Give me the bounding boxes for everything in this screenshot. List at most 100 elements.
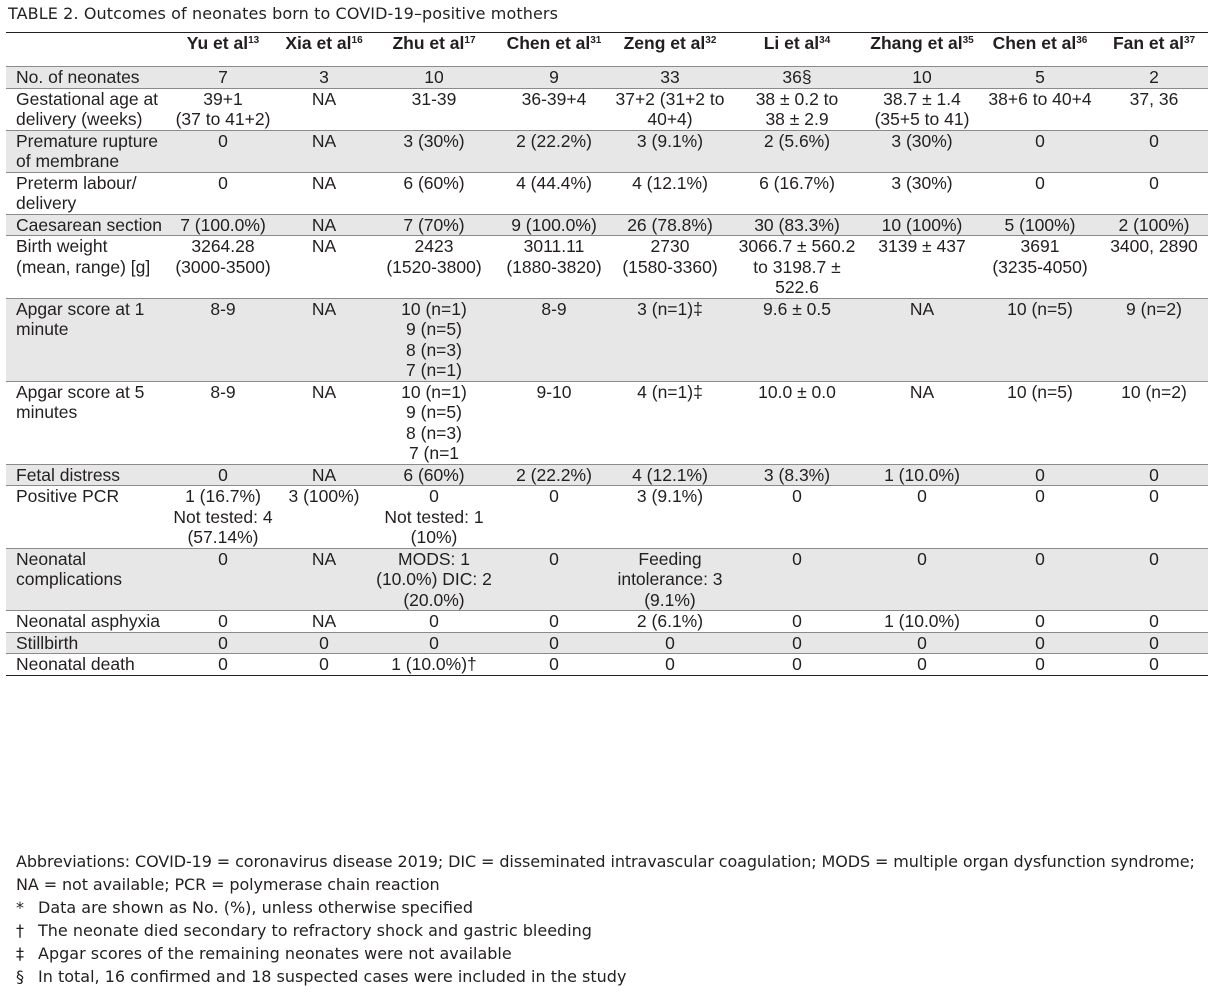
reference-number: 31 (590, 35, 602, 46)
table-cell: 0 (1100, 130, 1208, 172)
table-cell: 0 (864, 632, 980, 654)
reference-number: 32 (705, 35, 717, 46)
table-cell: 26 (78.8%) (610, 214, 730, 236)
table-row: Caesarean section 7 (100.0%) NA 7 (70%) 9 (1… (6, 214, 1208, 236)
table-cell: 0 (370, 632, 498, 654)
row-label: Neonatal complications (6, 548, 168, 611)
table-cell: 1 (10.0%)† (391, 654, 477, 674)
header-cell-study: Zhu et al17 (370, 32, 498, 67)
table-cell: 4 (12.1%) (610, 464, 730, 486)
table-cell: 3 (278, 66, 370, 88)
table-cell: 0 (168, 632, 278, 654)
header-label: Zeng et al (623, 33, 706, 53)
table-cell: 0 (792, 611, 802, 631)
table-row: Fetal distress 0 NA 6 (60%) 2 (22.2%) 4 (12.1… (6, 464, 1208, 486)
table-cell: 30 (83.3%) (730, 214, 864, 236)
table-cell: 0 (549, 654, 559, 674)
table-cell: 2 (5.6%) (730, 130, 864, 172)
table-body: No. of neonates 7 3 10 9 33 36§ 10 5 2 Gestational… (6, 66, 1208, 675)
reference-number: 17 (464, 35, 476, 46)
table-cell: 1 (16.7%) Not tested: 4 (57.14%) (173, 486, 273, 547)
footnote: ‡ Apgar scores of the remaining neonates … (16, 942, 1206, 965)
table-cell: 0 (730, 548, 864, 611)
table-row: Preterm labour/ delivery 0 NA 6 (60%) 4 (44.… (6, 172, 1208, 214)
reference-number: 34 (819, 35, 831, 46)
table-cell: 0 (168, 464, 278, 486)
footnote-text: In total, 16 confirmed and 18 suspected … (38, 967, 627, 986)
table-cell: 6 (16.7%) (759, 172, 835, 193)
table-cell: 0 (917, 654, 927, 674)
table-title: TABLE 2. Outcomes of neonates born to CO… (8, 4, 559, 23)
table-cell: NA (278, 548, 370, 611)
table-footnotes: Abbreviations: COVID-19 = coronavirus di… (16, 850, 1206, 988)
table-cell: 6 (60%) (370, 464, 498, 486)
header-cell-study: Fan et al37 (1100, 32, 1208, 67)
table-cell: 2 (22.2%) (498, 130, 610, 172)
row-label: Positive PCR (16, 486, 120, 506)
table-cell: 3 (30%) (891, 172, 953, 193)
table-cell: 0 (319, 654, 329, 674)
table-cell: NA (311, 611, 337, 631)
table-cell: MODS: 1 (10.0%) DIC: 2 (20.0%) (370, 548, 498, 611)
table-cell: 37, 36 (1129, 88, 1179, 109)
footnote: † The neonate died secondary to refractor… (16, 919, 1206, 942)
table-cell: NA (278, 130, 370, 172)
footnote-text: The neonate died secondary to refractory… (38, 921, 592, 940)
table-cell: 10 (n=1) 9 (n=5) 8 (n=3) 7 (n=1) (370, 298, 498, 381)
table-cell: NA (278, 298, 370, 381)
table-cell: 0 (730, 632, 864, 654)
row-label: Neonatal death (16, 654, 135, 674)
table-cell: 8-9 (168, 298, 278, 381)
table-cell: NA (864, 298, 980, 381)
header-label: Chen et al (506, 33, 591, 53)
table-cell: 0 (1100, 464, 1208, 486)
table-cell: 0 (980, 632, 1100, 654)
table-cell: 4 (n=1)‡ (637, 381, 703, 402)
row-label: Stillbirth (6, 632, 168, 654)
row-label: Apgar score at 1 minute (6, 298, 168, 381)
table-cell: 0 (665, 654, 675, 674)
table-cell: 38 ± 0.2 to 38 ± 2.9 (755, 88, 839, 130)
table-row: No. of neonates 7 3 10 9 33 36§ 10 5 2 (6, 66, 1208, 88)
table-cell: 3691 (3235-4050) (992, 236, 1088, 277)
table-cell: 8-9 (498, 298, 610, 381)
table-cell: NA (311, 381, 337, 402)
row-label: Caesarean section (6, 214, 168, 236)
header-cell-study: Li et al34 (730, 32, 864, 67)
outcomes-table: Yu et al13 Xia et al16 Zhu et al17 Chen et … (6, 32, 1208, 676)
table-cell: 10 (n=1) 9 (n=5) 8 (n=3) 7 (n=1 (401, 381, 467, 464)
table-cell: 0 (1100, 632, 1208, 654)
table-cell: 0 (168, 130, 278, 172)
table-row: Positive PCR 1 (16.7%) Not tested: 4 (57.… (6, 485, 1208, 549)
table-cell: 3264.28 (3000-3500) (175, 236, 271, 277)
table-cell: 0 (218, 654, 228, 674)
table-cell: 0 (1149, 486, 1159, 506)
header-label: Zhang et al (870, 33, 963, 53)
table-row: Apgar score at 5 minutes 8-9 NA 10 (n=1) 9 … (6, 381, 1208, 464)
footnote-text: Apgar scores of the remaining neonates w… (38, 944, 512, 963)
table-row: Birth weight (mean, range) [g] 3264.28 (3… (6, 235, 1208, 299)
table-cell: 0 (218, 172, 228, 193)
table-cell: 10 (n=5) (1007, 381, 1073, 402)
table-cell: NA (278, 214, 370, 236)
table-cell: 0 (278, 632, 370, 654)
row-label: Neonatal asphyxia (16, 611, 160, 631)
table-cell: 0 (980, 464, 1100, 486)
table-cell: 1 (10.0%) (864, 464, 980, 486)
header-label: Li et al (763, 33, 820, 53)
table-cell: 9-10 (536, 381, 572, 402)
table-cell: 0 (792, 486, 802, 506)
footnote-symbol: ‡ (16, 944, 24, 963)
table-cell: 1 (10.0%) (884, 611, 960, 631)
table-cell: 3 (30%) (370, 130, 498, 172)
header-label: Zhu et al (392, 33, 465, 53)
table-row: Neonatal complications 0 NA MODS: 1 (10.0%)… (6, 548, 1208, 611)
row-label: Apgar score at 5 minutes (16, 381, 145, 423)
header-label: Chen et al (992, 33, 1077, 53)
table-cell: 3 (9.1%) (636, 486, 704, 506)
table-cell: 10 (864, 66, 980, 88)
reference-number: 16 (351, 35, 363, 46)
header-cell-blank (6, 32, 168, 67)
table-cell: 36§ (730, 66, 864, 88)
footnote-list: * Data are shown as No. (%), unless other… (16, 896, 1206, 988)
